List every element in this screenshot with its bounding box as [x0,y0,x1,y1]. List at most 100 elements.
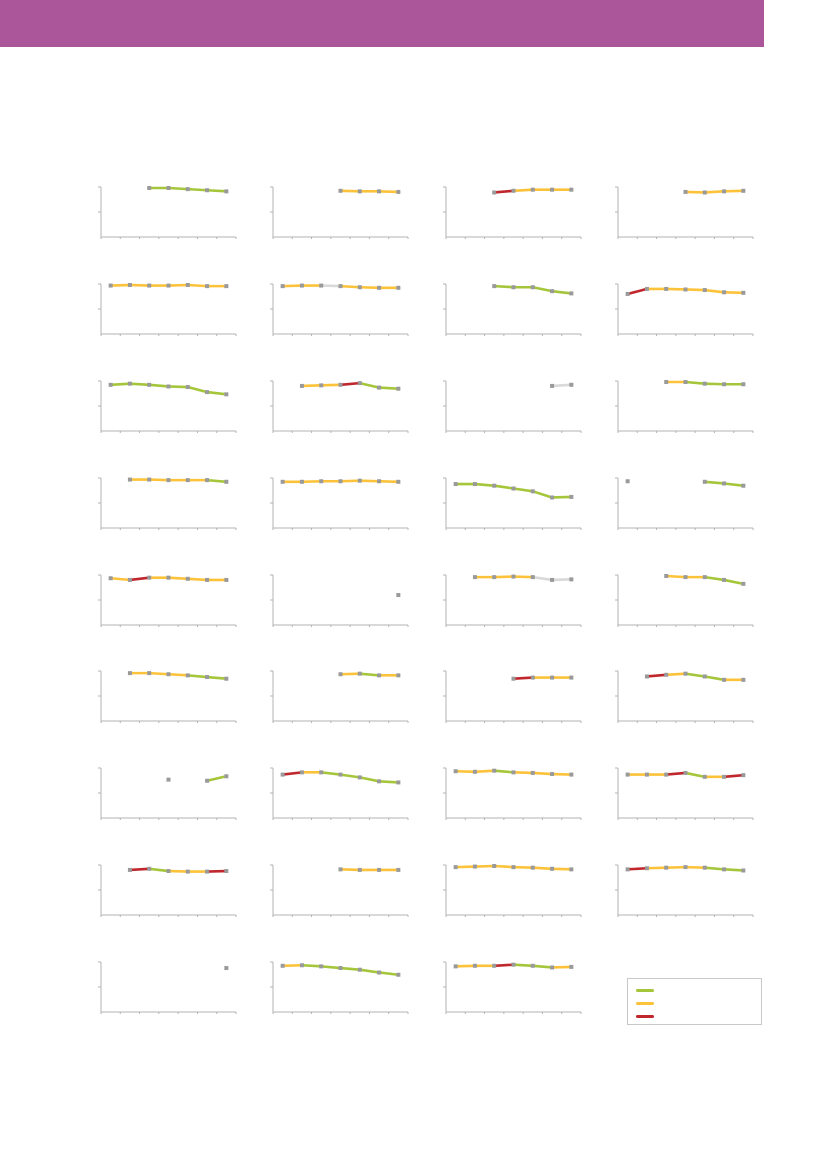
data-point [147,477,152,482]
series-segment [128,382,151,387]
data-point [569,867,574,872]
data-point [127,477,132,482]
mini-chart [443,283,582,336]
data-point [702,381,707,386]
data-point [683,380,688,384]
data-point [338,284,343,289]
data-point [664,380,669,384]
data-point [530,187,535,192]
data-point [147,866,152,871]
data-point [472,963,477,968]
data-point [741,868,746,873]
series-segment [492,484,515,490]
data-point [319,770,324,775]
data-point [453,865,458,870]
data-point [224,479,229,484]
data-point [377,970,382,975]
data-point [683,671,688,676]
series-segment [722,773,745,779]
data-point [299,283,304,288]
series-segment [722,578,745,586]
series-segment [645,866,668,870]
data-point [722,189,727,194]
mini-chart [270,670,409,723]
series-segment [492,864,515,869]
data-point [625,479,630,484]
mini-chart [615,186,754,239]
data-point [357,867,362,872]
mini-chart [98,961,237,1014]
series-segment [703,288,726,294]
mini-chart [270,283,409,336]
series-segment [512,676,535,681]
data-point [377,285,382,290]
series-segment [531,771,554,776]
data-point [569,772,574,777]
data-point [550,187,555,192]
mini-chart [270,380,409,433]
series-segment [684,771,707,779]
data-point [147,575,152,580]
data-point [511,676,516,681]
data-point [224,676,229,681]
data-point [319,964,324,969]
data-point [472,769,477,774]
series-segment [358,285,381,290]
data-point [511,770,516,775]
series-segment [454,865,477,869]
data-point [396,479,401,484]
data-point [472,864,477,869]
data-point [396,593,401,598]
data-point [644,286,649,291]
series-segment [473,482,496,488]
series-segment [664,672,687,677]
series-segment [664,287,687,291]
series-segment [186,577,209,582]
data-point [166,575,171,580]
series-segment [550,965,573,969]
series-segment [319,383,342,387]
data-point [280,963,285,968]
data-point [664,574,669,578]
series-segment [703,575,726,582]
data-point [396,673,401,678]
mini-chart [270,961,409,1014]
data-point [741,581,746,586]
data-point [569,577,574,582]
data-point [224,392,229,397]
series-segment [300,384,323,388]
data-point [147,186,152,190]
data-point [702,479,707,484]
data-point [280,479,285,484]
data-point [722,867,727,872]
data-point [664,672,669,677]
data-point [338,382,343,387]
data-point [644,674,649,679]
data-point [127,577,132,582]
series-segment [377,971,400,977]
series-segment [703,190,726,194]
mini-chart [615,767,754,820]
series-segment [377,780,400,784]
series-segment [186,674,209,679]
series-segment [531,964,554,969]
data-point [702,575,707,580]
mini-chart [443,574,582,627]
data-point [511,285,516,290]
series-segment [703,382,726,386]
series-segment [512,963,535,968]
data-point [338,479,343,484]
data-point [530,770,535,775]
series-segment [722,290,745,295]
mini-chart [443,380,582,433]
data-point [224,189,229,194]
data-point [741,773,746,778]
header-band [0,0,764,47]
series-segment [512,188,535,193]
data-point [280,772,285,777]
data-point [377,189,382,194]
data-point [492,575,497,580]
data-point [511,962,516,967]
data-point [453,769,458,774]
data-point [550,577,555,582]
